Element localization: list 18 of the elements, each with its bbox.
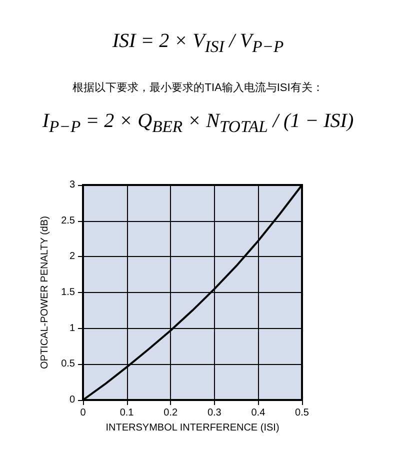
y-tick-label: 2.5 xyxy=(61,215,76,226)
y-tick-label: 0 xyxy=(69,394,76,406)
text: ISI = 2 × V$_{ISI}$ / V$_{P−P}$ xyxy=(111,30,285,57)
x-tick-label: 0.4 xyxy=(251,408,266,418)
x-axis-title: INTERSYMBOL INTERFERENCE (ISI) xyxy=(106,422,280,434)
x-tick-label: 0.5 xyxy=(295,408,310,418)
y-axis-title: OPTICAL-POWER PENALTY (dB) xyxy=(40,216,51,369)
y-tick-label: 2 xyxy=(69,251,76,262)
x-tick-label: 0.1 xyxy=(120,408,134,418)
y-tick-label: 3 xyxy=(69,180,76,190)
y-tick-label: 1.5 xyxy=(61,287,76,298)
y-tick-label: 0.5 xyxy=(61,358,76,370)
text: 根据以下要求，最小要求的TIA输入电流与ISI有关： xyxy=(72,80,324,95)
x-tick-label: 0 xyxy=(80,408,86,418)
x-tick-label: 0.2 xyxy=(164,408,178,418)
y-tick-label: 1 xyxy=(69,322,76,334)
x-tick-label: 0.3 xyxy=(207,408,222,418)
text: I$_{P−P}$ = 2 × Q$_{BER}$ × N$_{TOTAL}$ / (1 − ISI) xyxy=(41,110,355,137)
